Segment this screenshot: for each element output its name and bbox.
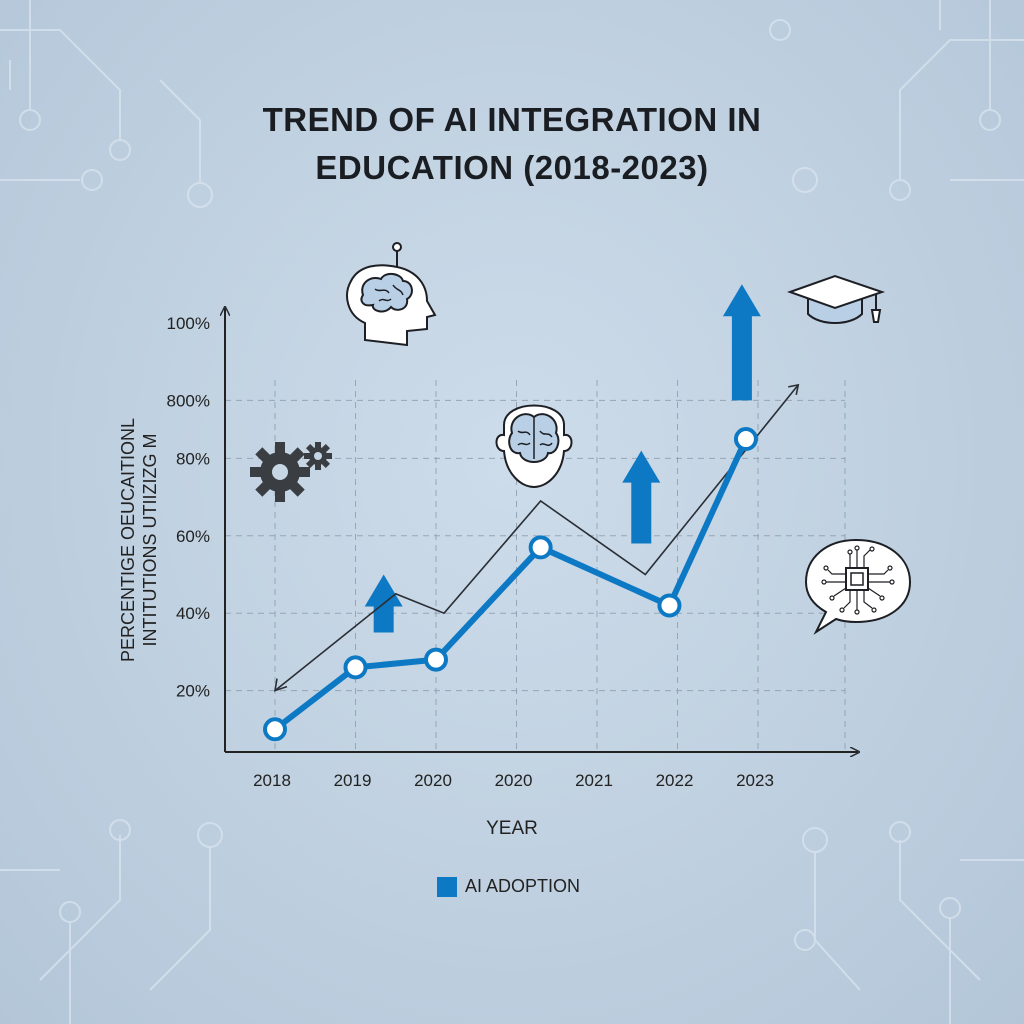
- y-axis-title-line-2: INTITUTIONS UTIIZIZG M: [140, 434, 160, 647]
- y-axis-title-line-1: PERCENTIGE OEUCAITIONL: [118, 418, 138, 662]
- x-tick-label: 2018: [253, 771, 291, 790]
- x-tick-labels: 2018 2019 2020 2020 2021 2022 2023: [253, 771, 774, 790]
- data-point: [657, 593, 682, 618]
- y-tick-label: 20%: [176, 682, 210, 701]
- y-tick-label: 100%: [167, 314, 210, 333]
- x-axis-title: YEAR: [486, 818, 538, 839]
- y-tick-label: 60%: [176, 527, 210, 546]
- x-tick-label: 2023: [736, 771, 774, 790]
- y-tick-label: 80%: [176, 449, 210, 468]
- up-arrows: [364, 284, 761, 633]
- legend-label: AI ADOPTION: [465, 876, 581, 896]
- chart-title-line-2: EDUCATION (2018-2023): [315, 149, 709, 186]
- x-tick-label: 2020: [414, 771, 452, 790]
- legend: AI ADOPTION: [437, 876, 580, 897]
- y-tick-label: 40%: [176, 604, 210, 623]
- trend-line: [274, 384, 799, 692]
- graduation-cap-icon: [787, 274, 886, 324]
- chip-speech-bubble-icon: [804, 538, 912, 635]
- up-arrow-icon: [622, 450, 661, 544]
- data-point: [424, 647, 448, 672]
- data-point: [528, 535, 553, 560]
- chart-title-line-1: TREND OF AI INTEGRATION IN: [262, 101, 762, 138]
- data-point: [343, 655, 368, 680]
- data-point: [733, 427, 758, 452]
- series-line-ai-adoption: [273, 437, 749, 732]
- data-point: [263, 717, 287, 742]
- series-layer: [263, 427, 758, 742]
- x-tick-label: 2022: [656, 771, 694, 790]
- chart-title: TREND OF AI INTEGRATION IN EDUCATION (20…: [0, 96, 1024, 192]
- up-arrow-icon: [722, 284, 761, 401]
- axes: [225, 308, 858, 752]
- y-tick-labels: 20% 40% 60% 80% 800% 100%: [167, 314, 210, 701]
- x-tick-label: 2020: [495, 771, 533, 790]
- brain-head-icon: [495, 404, 573, 489]
- y-tick-label: 800%: [167, 391, 210, 410]
- x-tick-label: 2021: [575, 771, 613, 790]
- y-axis-title: PERCENTIGE OEUCAITIONL INTITUTIONS UTIIZ…: [118, 418, 160, 662]
- trend-arrowhead-end: [788, 383, 800, 396]
- legend-swatch: [437, 876, 457, 897]
- trend-arrowhead-start: [273, 678, 288, 692]
- head-brain-icon: [346, 242, 437, 347]
- x-tick-label: 2019: [334, 771, 372, 790]
- gears-icon: [250, 442, 332, 502]
- trend-line-layer: [273, 383, 800, 692]
